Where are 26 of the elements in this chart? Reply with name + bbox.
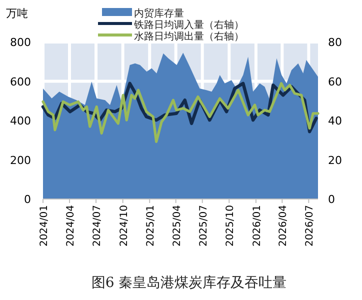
legend-label: 铁路日均调入量（右轴） (133, 19, 244, 31)
x-tick-label: 2024/04 (66, 205, 77, 247)
y-tick-label: 800 (10, 36, 31, 49)
x-tick-label: 2026/07 (304, 205, 316, 247)
x-tick-label: 2025/04 (172, 205, 183, 247)
x-tick-label: 2024/10 (118, 205, 130, 247)
x-tick-label: 2024/01 (39, 205, 50, 247)
x-tick-label: 2025/10 (225, 205, 236, 247)
text: 图6 秦皇岛港煤炭库存及吞吐量 (91, 275, 287, 291)
x-tick-label: 2026/04 (278, 205, 290, 247)
legend-label: 内贸库存量 (134, 8, 184, 20)
y2-tick-label: 60 (328, 75, 342, 88)
y-axis-title: 万吨 (6, 7, 28, 20)
x-tick-label: 2024/07 (92, 205, 104, 247)
y2-tick-label: 40 (328, 114, 342, 128)
x-tick-label: 2025/07 (198, 205, 210, 247)
y-tick-label: 600 (10, 75, 31, 88)
y-tick-label: 0 (24, 193, 31, 206)
y2-tick-label: 0 (328, 193, 335, 206)
y-tick-label: 400 (10, 114, 31, 128)
x-tick-label: 2026/01 (252, 205, 263, 247)
x-tick-label: 2025/01 (146, 205, 157, 247)
legend-label: 水路日均调出量（右轴） (134, 30, 244, 42)
y2-tick-label: 80 (328, 36, 342, 49)
y2-tick-label: 20 (328, 154, 342, 167)
y-tick-label: 200 (10, 154, 31, 167)
